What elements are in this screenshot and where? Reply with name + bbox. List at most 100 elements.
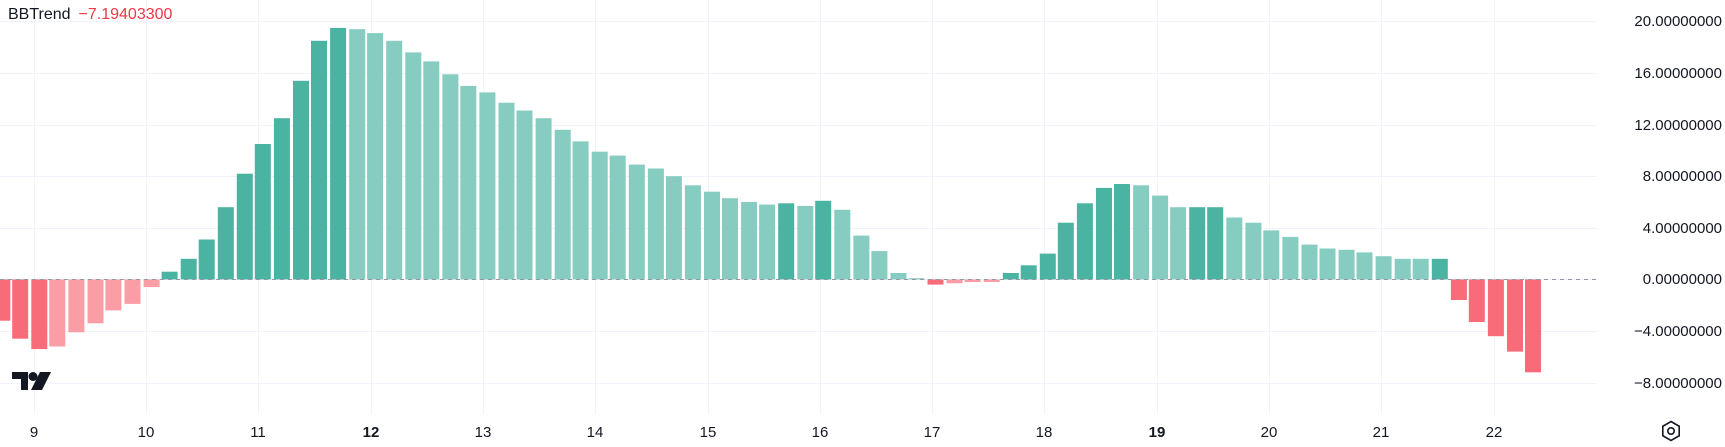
histogram-bar[interactable]	[741, 202, 758, 280]
histogram-bar[interactable]	[628, 164, 645, 280]
histogram-bar[interactable]	[124, 279, 141, 304]
histogram-bar[interactable]	[68, 279, 85, 333]
histogram-bar[interactable]	[1356, 252, 1373, 280]
histogram-bar[interactable]	[198, 239, 215, 280]
histogram-bar[interactable]	[535, 118, 552, 280]
histogram-bar[interactable]	[1245, 222, 1262, 280]
histogram-bar[interactable]	[405, 52, 422, 280]
histogram-bar[interactable]	[704, 191, 720, 280]
histogram-bar[interactable]	[516, 110, 533, 280]
histogram-bar[interactable]	[254, 144, 271, 280]
histogram-bar[interactable]	[1468, 279, 1485, 322]
histogram-bar[interactable]	[1412, 258, 1429, 280]
histogram-bar[interactable]	[1226, 217, 1243, 280]
histogram-bar[interactable]	[0, 279, 11, 321]
histogram-bar[interactable]	[1319, 248, 1336, 280]
x-tick-label: 15	[700, 424, 717, 441]
histogram-bar[interactable]	[1375, 256, 1392, 280]
y-tick-label: 16.00000000	[1634, 65, 1722, 82]
histogram-bar[interactable]	[498, 102, 515, 280]
histogram-bar[interactable]	[871, 251, 888, 280]
histogram-bar[interactable]	[311, 40, 327, 280]
histogram-bar[interactable]	[180, 258, 197, 280]
histogram-bar[interactable]	[1431, 258, 1448, 280]
time-axis[interactable]: 9 10 11 12 13 14 15 16 17 18 19 20 21 22	[30, 424, 1503, 441]
histogram-bar[interactable]	[665, 176, 682, 280]
histogram-bar[interactable]	[1057, 222, 1074, 280]
histogram-bar[interactable]	[49, 279, 66, 347]
y-tick-label: 12.00000000	[1634, 117, 1722, 134]
histogram-bar[interactable]	[1394, 258, 1411, 280]
y-tick-label: 0.00000000	[1643, 271, 1722, 288]
histogram-bar[interactable]	[1152, 195, 1169, 280]
y-tick-label: −8.00000000	[1634, 375, 1722, 392]
histogram-bar[interactable]	[572, 141, 589, 280]
histogram-bar[interactable]	[1525, 279, 1541, 373]
histogram-bar[interactable]	[236, 173, 253, 280]
histogram-bar[interactable]	[367, 33, 384, 280]
histogram-bar[interactable]	[1039, 253, 1056, 280]
histogram-bar[interactable]	[217, 207, 234, 280]
histogram-bar[interactable]	[890, 273, 907, 280]
histogram-bar[interactable]	[908, 278, 925, 280]
histogram-bar[interactable]	[143, 279, 160, 288]
histogram-bar[interactable]	[1282, 236, 1299, 280]
histogram-bar[interactable]	[591, 151, 608, 280]
x-tick-label: 19	[1149, 424, 1166, 441]
histogram-bar[interactable]	[31, 279, 48, 350]
histogram-bar[interactable]	[946, 279, 963, 284]
x-tick-label: 17	[924, 424, 941, 441]
settings-icon[interactable]	[1660, 420, 1682, 442]
histogram-bar[interactable]	[105, 279, 122, 311]
histogram-bar[interactable]	[964, 279, 981, 282]
histogram-bar[interactable]	[815, 200, 832, 280]
histogram-bar[interactable]	[273, 118, 290, 280]
histogram-bar[interactable]	[1263, 230, 1280, 280]
histogram-bar[interactable]	[1507, 279, 1523, 352]
histogram-bar[interactable]	[460, 85, 477, 280]
histogram-bar[interactable]	[293, 80, 309, 280]
histogram-bar[interactable]	[1338, 249, 1355, 280]
histogram-bar[interactable]	[1170, 207, 1187, 280]
histogram-bar[interactable]	[853, 235, 870, 280]
histogram-bar[interactable]	[1133, 185, 1150, 280]
histogram-bar[interactable]	[1487, 279, 1504, 337]
histogram-bar[interactable]	[554, 129, 571, 280]
histogram-bar[interactable]	[684, 185, 701, 280]
histogram-bar[interactable]	[161, 271, 178, 280]
histogram-bar[interactable]	[423, 61, 440, 280]
histogram-bar[interactable]	[983, 279, 1000, 282]
tradingview-logo-icon[interactable]	[12, 372, 52, 394]
histogram-bar[interactable]	[1207, 207, 1224, 280]
histogram-bars	[0, 27, 1541, 373]
x-tick-label: 18	[1036, 424, 1053, 441]
indicator-legend[interactable]: BBTrend −7.19403300	[8, 5, 172, 25]
histogram-bar[interactable]	[797, 205, 814, 280]
histogram-bar[interactable]	[1076, 203, 1093, 280]
histogram-bar[interactable]	[722, 198, 738, 280]
histogram-bar[interactable]	[759, 204, 776, 280]
indicator-name[interactable]: BBTrend	[8, 6, 71, 23]
histogram-bar[interactable]	[12, 279, 29, 339]
histogram-bar[interactable]	[330, 27, 347, 280]
histogram-bar[interactable]	[386, 40, 403, 280]
price-axis[interactable]: 20.00000000 16.00000000 12.00000000 8.00000…	[1634, 13, 1722, 392]
histogram-bar[interactable]	[1096, 187, 1112, 280]
y-tick-label: 8.00000000	[1643, 168, 1722, 185]
histogram-bar[interactable]	[1114, 184, 1130, 280]
x-tick-label: 22	[1486, 424, 1503, 441]
histogram-bar[interactable]	[1301, 244, 1318, 280]
histogram-bar[interactable]	[778, 203, 795, 280]
histogram-bar[interactable]	[647, 168, 664, 280]
histogram-bar[interactable]	[1450, 279, 1467, 300]
histogram-bar[interactable]	[834, 209, 851, 280]
histogram-bar[interactable]	[1002, 273, 1019, 280]
histogram-bar[interactable]	[1189, 207, 1206, 280]
histogram-bar[interactable]	[442, 74, 459, 280]
histogram-bar[interactable]	[87, 279, 104, 324]
histogram-bar[interactable]	[1020, 265, 1037, 280]
histogram-bar[interactable]	[349, 29, 366, 280]
histogram-bar[interactable]	[479, 92, 496, 280]
histogram-bar[interactable]	[927, 279, 944, 285]
histogram-bar[interactable]	[609, 155, 626, 280]
